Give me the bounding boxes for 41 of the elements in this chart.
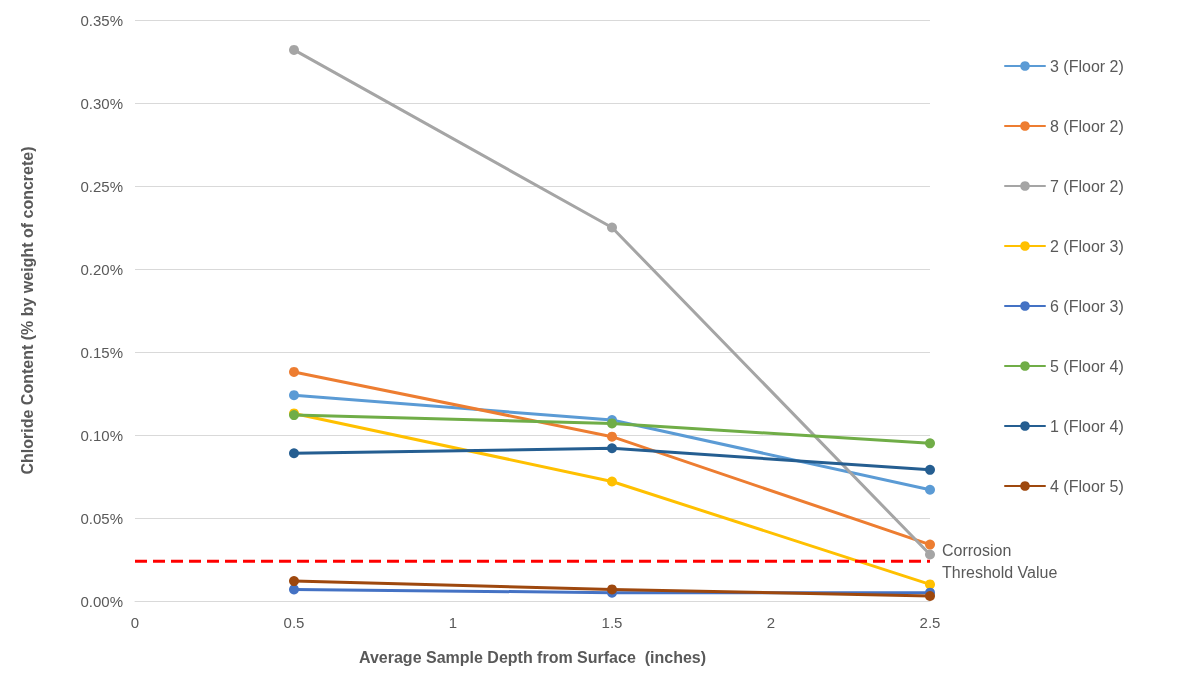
x-tick-label: 1 (448, 614, 458, 631)
y-tick-label: 0.20% (80, 260, 123, 278)
legend-label: 4 (Floor 5) (1050, 477, 1124, 495)
point (289, 44, 299, 55)
point (289, 390, 299, 401)
x-tick-label: 0 (130, 614, 140, 631)
legend-label: 1 (Floor 4) (1050, 417, 1124, 435)
point (925, 464, 935, 475)
legend-label: 6 (Floor 3) (1050, 297, 1124, 315)
y-tick-label: 0.05% (80, 509, 123, 527)
point (925, 539, 935, 550)
legend-label: 8 (Floor 2) (1050, 117, 1124, 135)
point (289, 366, 299, 377)
x-axis-title: Average Sample Depth from Surface (inches) (358, 648, 707, 666)
y-axis-title: Chloride Content (% by weight of concrete) (18, 146, 36, 475)
y-tick-label: 0.25% (80, 177, 123, 195)
point (607, 443, 617, 454)
point (925, 484, 935, 495)
y-tick-label: 0.10% (80, 426, 123, 444)
point (607, 476, 617, 487)
point (925, 438, 935, 449)
legend-label: 7 (Floor 2) (1050, 177, 1124, 195)
y-tick-label: 0.35% (80, 11, 123, 29)
ref-line-label: Corrosion Threshold Value (942, 541, 1058, 581)
y-tick-label: 0.15% (80, 343, 123, 361)
legend-label: 2 (Floor 3) (1050, 237, 1124, 255)
legend-label: 5 (Floor 4) (1050, 357, 1124, 375)
x-tick-label: 0.5 (283, 614, 305, 631)
x-tick-label: 2.5 (919, 614, 941, 631)
point (289, 576, 299, 587)
point (607, 222, 617, 233)
legend-label: 3 (Floor 2) (1050, 57, 1124, 75)
y-tick-label: 0.00% (80, 592, 123, 610)
point (925, 591, 935, 602)
x-tick-label: 2 (766, 614, 776, 631)
y-tick-label: 0.30% (80, 94, 123, 112)
point (925, 549, 935, 560)
point (607, 431, 617, 442)
x-tick-label: 1.5 (601, 614, 623, 631)
point (289, 448, 299, 459)
point (925, 579, 935, 590)
